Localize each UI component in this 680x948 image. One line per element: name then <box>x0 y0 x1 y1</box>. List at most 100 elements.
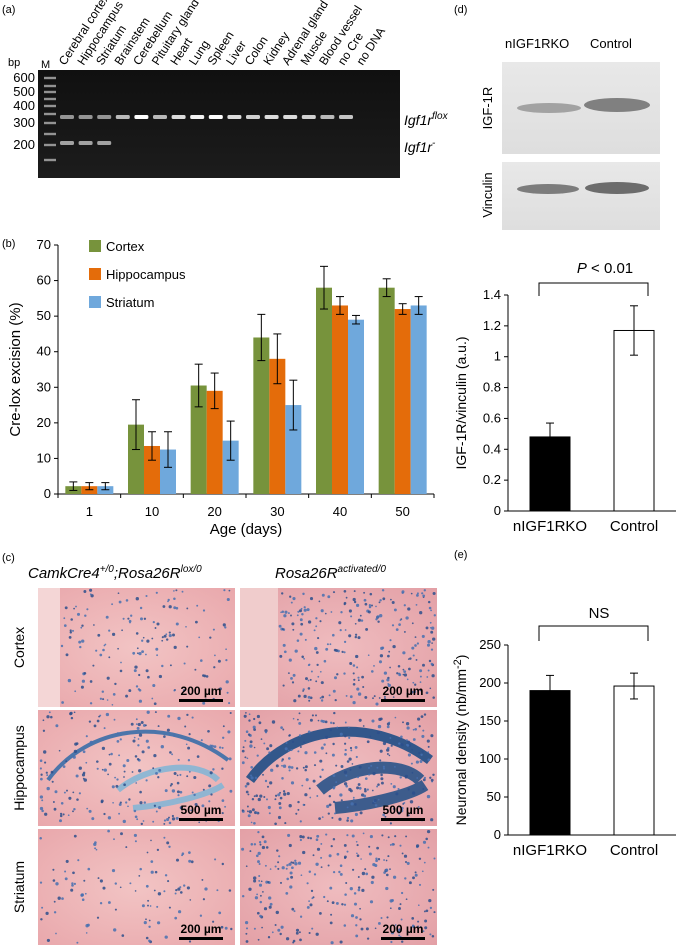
nucleus <box>369 835 373 839</box>
nucleus <box>75 605 77 608</box>
nucleus <box>178 910 182 914</box>
nucleus <box>84 614 87 617</box>
nucleus <box>113 718 116 721</box>
nucleus <box>142 723 146 727</box>
nucleus <box>415 604 418 606</box>
stained-nuclei <box>278 589 436 706</box>
nucleus <box>292 673 296 677</box>
nucleus <box>375 702 379 706</box>
nucleus <box>327 595 331 599</box>
nucleus <box>431 935 435 938</box>
nucleus <box>39 806 44 811</box>
nucleus <box>175 816 179 820</box>
svg-text:Igf1r-: Igf1r- <box>404 138 436 155</box>
nucleus <box>200 739 203 742</box>
nucleus <box>356 786 360 790</box>
nucleus <box>379 749 383 753</box>
nucleus <box>323 895 326 899</box>
nucleus <box>190 860 194 864</box>
nucleus <box>304 765 308 769</box>
nucleus <box>256 811 258 814</box>
nucleus <box>78 766 82 770</box>
scale-bar-label: 200 µm <box>181 922 222 936</box>
nucleus <box>427 640 431 644</box>
nucleus <box>282 728 285 731</box>
nucleus <box>411 622 414 625</box>
nucleus <box>174 916 178 920</box>
nucleus <box>245 940 249 943</box>
nucleus <box>344 893 347 896</box>
nucleus <box>400 809 404 813</box>
ladder-size-300: 300 <box>13 115 35 130</box>
nucleus <box>173 597 176 601</box>
nucleus <box>186 645 189 648</box>
nucleus <box>154 711 157 714</box>
nucleus <box>108 753 111 756</box>
nucleus <box>136 652 139 655</box>
nucleus <box>284 822 287 825</box>
nucleus <box>382 765 385 768</box>
nucleus <box>288 862 292 866</box>
nucleus <box>319 759 323 763</box>
nucleus <box>391 843 395 846</box>
nucleus <box>112 693 116 696</box>
nucleus <box>336 673 339 676</box>
nucleus <box>195 620 198 624</box>
nucleus <box>114 776 117 779</box>
nucleus <box>313 764 317 767</box>
nucleus <box>241 809 244 812</box>
nucleus <box>286 864 289 867</box>
gel-ladder-label: M <box>41 59 50 71</box>
nucleus <box>309 903 313 907</box>
nucleus <box>191 791 194 794</box>
nucleus <box>135 718 138 721</box>
nucleus <box>286 792 290 796</box>
nucleus <box>177 758 180 761</box>
nucleus <box>356 666 359 669</box>
nucleus <box>402 668 405 671</box>
nucleus <box>91 817 95 821</box>
nucleus <box>332 591 336 594</box>
nucleus <box>117 592 120 595</box>
nucleus <box>356 852 358 855</box>
nucleus <box>430 648 434 651</box>
nucleus <box>57 896 61 900</box>
nucleus <box>431 674 435 678</box>
nucleus <box>382 741 387 746</box>
bar <box>394 309 411 494</box>
nucleus <box>270 768 274 772</box>
nucleus <box>134 840 137 843</box>
nucleus <box>277 815 282 820</box>
nucleus <box>418 857 422 861</box>
bar <box>332 305 348 494</box>
nucleus <box>268 896 272 900</box>
nucleus <box>200 659 203 662</box>
nucleus <box>354 633 358 636</box>
nucleus <box>46 774 49 777</box>
nucleus <box>316 847 321 851</box>
nucleus <box>179 773 182 776</box>
nucleus <box>204 887 208 891</box>
nucleus <box>300 874 303 877</box>
nucleus <box>328 794 332 798</box>
nucleus <box>98 715 101 718</box>
nucleus <box>424 926 428 930</box>
nucleus <box>353 892 357 895</box>
nucleus <box>168 634 172 638</box>
nucleus <box>142 636 145 639</box>
nucleus <box>360 858 362 860</box>
nucleus <box>45 771 48 774</box>
nucleus <box>369 592 373 596</box>
nucleus <box>432 773 435 777</box>
nucleus <box>262 891 264 893</box>
nucleus <box>161 664 164 668</box>
nucleus <box>425 909 429 913</box>
nucleus <box>202 788 205 791</box>
nucleus <box>278 855 281 858</box>
nucleus <box>311 714 314 717</box>
nucleus <box>150 870 154 874</box>
nucleus <box>311 927 314 930</box>
nucleus <box>381 589 385 592</box>
nucleus <box>305 677 308 681</box>
nucleus <box>330 611 333 613</box>
